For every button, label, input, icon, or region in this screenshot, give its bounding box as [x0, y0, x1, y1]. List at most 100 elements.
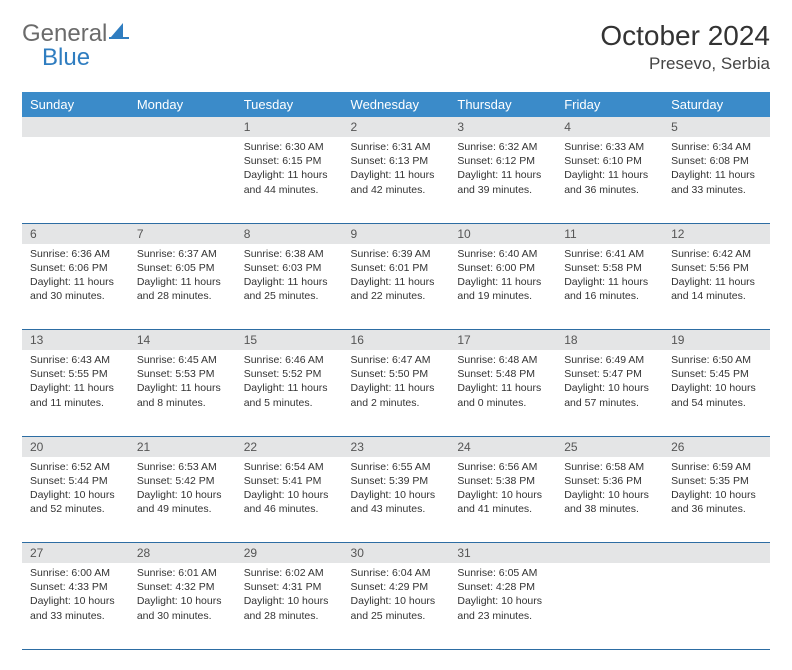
- day-number: 28: [129, 543, 236, 564]
- day-number: 26: [663, 436, 770, 457]
- sunrise-text: Sunrise: 6:33 AM: [564, 140, 655, 154]
- day-number: 25: [556, 436, 663, 457]
- sunset-text: Sunset: 5:47 PM: [564, 367, 655, 381]
- daylight-text: Daylight: 11 hours and 25 minutes.: [244, 275, 335, 303]
- daylight-text: Daylight: 11 hours and 8 minutes.: [137, 381, 228, 409]
- daylight-text: Daylight: 10 hours and 30 minutes.: [137, 594, 228, 622]
- sunrise-text: Sunrise: 6:31 AM: [351, 140, 442, 154]
- day-number: 4: [556, 117, 663, 137]
- day-detail-row: Sunrise: 6:36 AMSunset: 6:06 PMDaylight:…: [22, 244, 770, 330]
- day-number: 18: [556, 330, 663, 351]
- sunrise-text: Sunrise: 6:37 AM: [137, 247, 228, 261]
- daylight-text: Daylight: 10 hours and 33 minutes.: [30, 594, 121, 622]
- day-detail-row: Sunrise: 6:00 AMSunset: 4:33 PMDaylight:…: [22, 563, 770, 649]
- sunrise-text: Sunrise: 6:42 AM: [671, 247, 762, 261]
- daylight-text: Daylight: 11 hours and 42 minutes.: [351, 168, 442, 196]
- calendar-header-row: Sunday Monday Tuesday Wednesday Thursday…: [22, 92, 770, 117]
- sunrise-text: Sunrise: 6:48 AM: [457, 353, 548, 367]
- sunset-text: Sunset: 4:28 PM: [457, 580, 548, 594]
- day-number: 27: [22, 543, 129, 564]
- daylight-text: Daylight: 11 hours and 30 minutes.: [30, 275, 121, 303]
- sunrise-text: Sunrise: 6:40 AM: [457, 247, 548, 261]
- sunset-text: Sunset: 5:55 PM: [30, 367, 121, 381]
- day-cell: Sunrise: 6:47 AMSunset: 5:50 PMDaylight:…: [343, 350, 450, 436]
- sunset-text: Sunset: 6:05 PM: [137, 261, 228, 275]
- daylight-text: Daylight: 10 hours and 36 minutes.: [671, 488, 762, 516]
- day-number: 5: [663, 117, 770, 137]
- daylight-text: Daylight: 11 hours and 0 minutes.: [457, 381, 548, 409]
- header: General October 2024 Presevo, Serbia: [22, 20, 770, 74]
- weekday-header: Sunday: [22, 92, 129, 117]
- sunset-text: Sunset: 5:48 PM: [457, 367, 548, 381]
- sunset-text: Sunset: 5:39 PM: [351, 474, 442, 488]
- sunrise-text: Sunrise: 6:36 AM: [30, 247, 121, 261]
- sunrise-text: Sunrise: 6:43 AM: [30, 353, 121, 367]
- calendar-body: 12345Sunrise: 6:30 AMSunset: 6:15 PMDayl…: [22, 117, 770, 649]
- sunset-text: Sunset: 6:12 PM: [457, 154, 548, 168]
- day-number: [22, 117, 129, 137]
- sunset-text: Sunset: 4:31 PM: [244, 580, 335, 594]
- day-number: 16: [343, 330, 450, 351]
- sunset-text: Sunset: 5:45 PM: [671, 367, 762, 381]
- day-number: 11: [556, 223, 663, 244]
- sunset-text: Sunset: 6:10 PM: [564, 154, 655, 168]
- day-number: 29: [236, 543, 343, 564]
- sunrise-text: Sunrise: 6:55 AM: [351, 460, 442, 474]
- daylight-text: Daylight: 11 hours and 39 minutes.: [457, 168, 548, 196]
- day-number: [556, 543, 663, 564]
- day-cell: Sunrise: 6:54 AMSunset: 5:41 PMDaylight:…: [236, 457, 343, 543]
- day-number: 14: [129, 330, 236, 351]
- sunset-text: Sunset: 6:13 PM: [351, 154, 442, 168]
- weekday-header: Friday: [556, 92, 663, 117]
- day-cell: Sunrise: 6:38 AMSunset: 6:03 PMDaylight:…: [236, 244, 343, 330]
- daylight-text: Daylight: 11 hours and 19 minutes.: [457, 275, 548, 303]
- daylight-text: Daylight: 11 hours and 36 minutes.: [564, 168, 655, 196]
- daylight-text: Daylight: 11 hours and 11 minutes.: [30, 381, 121, 409]
- day-number: 21: [129, 436, 236, 457]
- day-number: 15: [236, 330, 343, 351]
- day-number-row: 6789101112: [22, 223, 770, 244]
- day-number: 12: [663, 223, 770, 244]
- day-number: 30: [343, 543, 450, 564]
- daylight-text: Daylight: 11 hours and 28 minutes.: [137, 275, 228, 303]
- sunrise-text: Sunrise: 6:54 AM: [244, 460, 335, 474]
- sunrise-text: Sunrise: 6:53 AM: [137, 460, 228, 474]
- sunset-text: Sunset: 5:50 PM: [351, 367, 442, 381]
- weekday-header: Thursday: [449, 92, 556, 117]
- day-number: 17: [449, 330, 556, 351]
- day-cell: Sunrise: 6:43 AMSunset: 5:55 PMDaylight:…: [22, 350, 129, 436]
- sunset-text: Sunset: 6:00 PM: [457, 261, 548, 275]
- daylight-text: Daylight: 11 hours and 44 minutes.: [244, 168, 335, 196]
- calendar-page: General October 2024 Presevo, Serbia Blu…: [0, 0, 792, 670]
- day-cell: Sunrise: 6:31 AMSunset: 6:13 PMDaylight:…: [343, 137, 450, 223]
- day-cell: Sunrise: 6:59 AMSunset: 5:35 PMDaylight:…: [663, 457, 770, 543]
- day-number: 20: [22, 436, 129, 457]
- sunrise-text: Sunrise: 6:34 AM: [671, 140, 762, 154]
- sunrise-text: Sunrise: 6:45 AM: [137, 353, 228, 367]
- day-number: 1: [236, 117, 343, 137]
- daylight-text: Daylight: 10 hours and 49 minutes.: [137, 488, 228, 516]
- logo-sail-icon: [109, 21, 129, 39]
- sunset-text: Sunset: 6:03 PM: [244, 261, 335, 275]
- day-cell: Sunrise: 6:42 AMSunset: 5:56 PMDaylight:…: [663, 244, 770, 330]
- day-number: 13: [22, 330, 129, 351]
- sunset-text: Sunset: 5:53 PM: [137, 367, 228, 381]
- sunrise-text: Sunrise: 6:38 AM: [244, 247, 335, 261]
- sunrise-text: Sunrise: 6:56 AM: [457, 460, 548, 474]
- day-cell: Sunrise: 6:56 AMSunset: 5:38 PMDaylight:…: [449, 457, 556, 543]
- sunset-text: Sunset: 5:36 PM: [564, 474, 655, 488]
- day-number: 7: [129, 223, 236, 244]
- day-number: 9: [343, 223, 450, 244]
- day-cell: Sunrise: 6:32 AMSunset: 6:12 PMDaylight:…: [449, 137, 556, 223]
- daylight-text: Daylight: 11 hours and 22 minutes.: [351, 275, 442, 303]
- sunrise-text: Sunrise: 6:32 AM: [457, 140, 548, 154]
- day-cell: [663, 563, 770, 649]
- day-cell: Sunrise: 6:33 AMSunset: 6:10 PMDaylight:…: [556, 137, 663, 223]
- sunrise-text: Sunrise: 6:30 AM: [244, 140, 335, 154]
- day-cell: Sunrise: 6:52 AMSunset: 5:44 PMDaylight:…: [22, 457, 129, 543]
- day-cell: Sunrise: 6:01 AMSunset: 4:32 PMDaylight:…: [129, 563, 236, 649]
- sunset-text: Sunset: 4:33 PM: [30, 580, 121, 594]
- day-cell: [129, 137, 236, 223]
- day-cell: Sunrise: 6:50 AMSunset: 5:45 PMDaylight:…: [663, 350, 770, 436]
- day-number-row: 2728293031: [22, 543, 770, 564]
